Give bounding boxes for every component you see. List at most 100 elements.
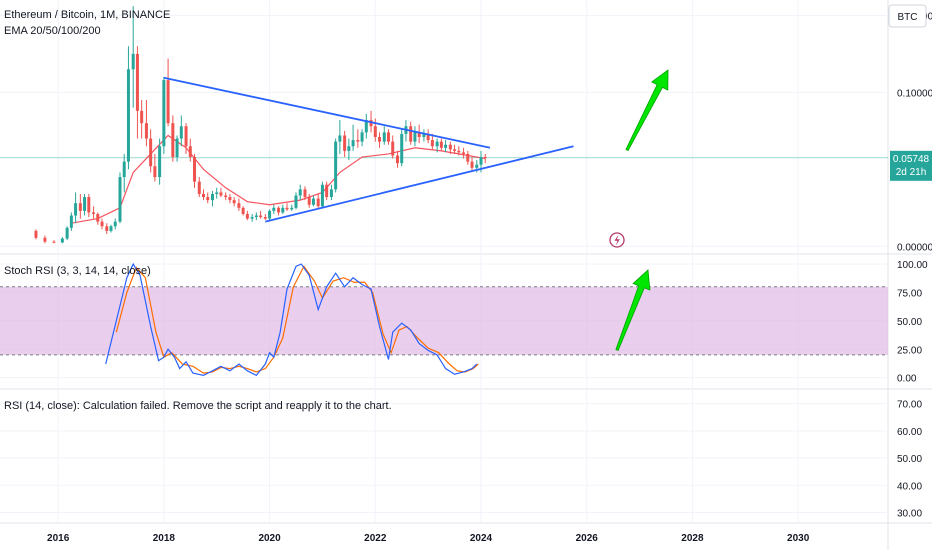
candle-body — [435, 141, 439, 147]
candle-body — [197, 181, 201, 194]
candle-body — [215, 192, 219, 194]
stoch-d-line — [115, 265, 479, 374]
candle-body — [320, 184, 324, 207]
stoch-tick-label: 75.00 — [897, 288, 922, 299]
candle-body — [224, 195, 228, 198]
candle-body — [426, 133, 430, 141]
candle-body — [105, 226, 109, 231]
candle-body — [329, 189, 333, 198]
price-pane[interactable] — [0, 6, 888, 244]
candle-body — [109, 226, 113, 231]
candle-body — [34, 230, 38, 238]
candle-body — [422, 133, 426, 138]
candle-body — [175, 138, 179, 158]
candle-body — [254, 215, 258, 218]
chart-title: Ethereum / Bitcoin, 1M, BINANCE — [4, 9, 170, 21]
candle-body — [316, 198, 320, 207]
candle-body — [479, 157, 483, 165]
candle-body — [439, 141, 443, 148]
candle-body — [400, 133, 404, 164]
candle-body — [462, 152, 466, 154]
candle-body — [74, 203, 78, 216]
candle-body — [343, 135, 347, 151]
candle-body — [179, 126, 183, 139]
candle-body — [347, 146, 351, 151]
candle-body — [232, 200, 236, 204]
candle-body — [294, 195, 298, 208]
last-price-label: 0.05748 2d 21h — [890, 150, 932, 181]
candle-body — [430, 140, 434, 147]
candle-body — [263, 217, 267, 219]
candle-body — [122, 161, 126, 178]
candle-body — [382, 132, 386, 142]
candle-body — [219, 192, 223, 196]
candle-body — [228, 197, 232, 201]
candle-body — [206, 197, 210, 201]
rsi-tick-label: 70.00 — [897, 400, 922, 411]
candle-body — [417, 132, 421, 138]
candle-body — [193, 157, 197, 182]
candle-body — [444, 144, 448, 148]
rsi-tick-label: 60.00 — [897, 427, 922, 438]
candle-body — [250, 217, 254, 219]
rsi-tick-label: 50.00 — [897, 454, 922, 465]
candle-body — [387, 132, 390, 142]
candle-body — [100, 221, 104, 227]
currency-badge[interactable]: BTC — [888, 4, 927, 28]
candle-body — [364, 120, 368, 133]
stoch-rsi-legend: Stoch RSI (3, 3, 14, 14, close) — [4, 265, 151, 277]
candle-body — [272, 207, 276, 211]
indicator-legend: EMA 20/50/100/200 — [4, 25, 101, 37]
trendline[interactable] — [163, 76, 491, 149]
candle-body — [202, 193, 205, 198]
candle-body — [290, 207, 294, 210]
candle-body — [135, 53, 139, 111]
currency-badge-label: BTC — [898, 12, 918, 23]
candle-body — [391, 141, 395, 156]
stoch-rsi-pane[interactable] — [0, 262, 888, 377]
rsi-tick-label: 30.00 — [897, 508, 922, 519]
candle-body — [338, 135, 342, 142]
time-tick-label: 2022 — [364, 533, 387, 544]
candle-body — [325, 184, 329, 198]
candle-body — [311, 198, 315, 205]
candle-body — [409, 126, 413, 142]
up-arrow-annotation[interactable] — [615, 269, 651, 351]
candle-body — [69, 215, 73, 228]
candle-body — [126, 69, 130, 162]
candle-body — [166, 80, 170, 124]
time-tick-label: 2020 — [258, 533, 281, 544]
candle-body — [113, 221, 117, 227]
candle-body — [373, 126, 377, 138]
candle-body — [351, 140, 355, 147]
rsi-legend: RSI (14, close): Calculation failed. Rem… — [4, 400, 392, 412]
stoch-tick-label: 50.00 — [897, 317, 922, 328]
candle-body — [378, 137, 382, 142]
candle-body — [65, 227, 69, 239]
candle-body — [83, 197, 87, 211]
candle-body — [162, 80, 166, 147]
candle-body — [356, 140, 360, 142]
candle-body — [140, 110, 144, 124]
time-tick-label: 2026 — [576, 533, 599, 544]
rsi-tick-label: 40.00 — [897, 481, 922, 492]
stoch-band — [0, 286, 888, 355]
candle-body — [245, 213, 249, 219]
candle-body — [184, 126, 188, 147]
up-arrow-annotation[interactable] — [625, 69, 669, 152]
candle-body — [78, 203, 82, 211]
time-tick-label: 2030 — [787, 533, 810, 544]
last-price-value: 0.05748 — [893, 154, 930, 165]
stoch-tick-label: 0.00 — [897, 374, 917, 385]
trendline[interactable] — [265, 145, 574, 223]
candle-body — [171, 123, 175, 158]
candle-body — [268, 210, 272, 219]
stoch-tick-label: 25.00 — [897, 345, 922, 356]
candle-body — [298, 189, 302, 196]
candle-body — [334, 141, 338, 190]
lightning-icon[interactable] — [609, 232, 625, 248]
candle-body — [210, 193, 214, 201]
time-tick-label: 2018 — [153, 533, 176, 544]
candle-body — [448, 144, 452, 150]
